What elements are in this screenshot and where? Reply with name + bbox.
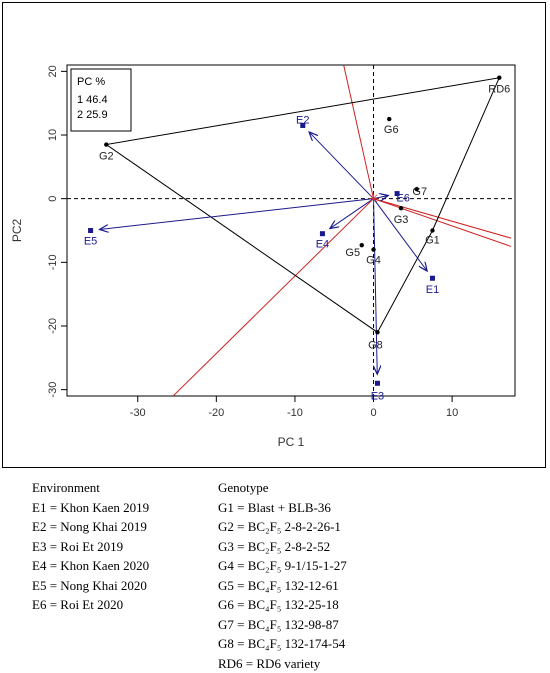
environment-point-e3 [375, 381, 380, 386]
environment-legend: Environment E1 = Khon Kaen 2019 E2 = Non… [32, 478, 149, 615]
y-axis-title: PC2 [10, 219, 24, 243]
x-tick-label-30: -30 [130, 407, 146, 419]
environment-label-e3: E3 [371, 390, 384, 402]
genotype-legend-item-g2: G2 = BC₂F₅ 2-8-2-26-1 [218, 517, 347, 537]
genotype-label-g5: G5 [345, 247, 360, 259]
sector-line-4 [173, 199, 373, 396]
pc-variance-row-1: 1 46.4 [77, 94, 108, 106]
environment-legend-item-e3: E3 = Roi Et 2019 [32, 537, 149, 557]
genotype-legend-item-rd6: RD6 = RD6 variety [218, 654, 347, 673]
genotype-legend-item-g5: G5 = BC₄F₅ 132-12-61 [218, 576, 347, 596]
environment-label-e2: E2 [296, 114, 309, 126]
y-tick-label-10: 10 [47, 129, 59, 141]
environment-point-e4 [320, 231, 325, 236]
environment-legend-item-e6: E6 = Roi Et 2020 [32, 595, 149, 615]
genotype-legend-item-g4: G4 = BC₂F₅ 9-1/15-1-27 [218, 556, 347, 576]
genotype-legend-item-g7: G7 = BC₄F₅ 132-98-87 [218, 615, 347, 635]
environment-vector-e5 [100, 199, 374, 230]
biplot-svg: -30 -20 -10 0 10 -30 -20 -10 0 10 20 PC 1 PC2 G1 G2 G3 G… [3, 3, 545, 467]
environment-point-e5 [88, 228, 93, 233]
genotype-legend-item-g8: G8 = BC₄F₅ 132-174-54 [218, 634, 347, 654]
environment-legend-item-e1: E1 = Khon Kaen 2019 [32, 498, 149, 518]
biplot-figure: -30 -20 -10 0 10 -30 -20 -10 0 10 20 PC 1 PC2 G1 G2 G3 G… [2, 2, 546, 468]
genotype-point-g3 [399, 206, 403, 210]
y-tick-label-30: -30 [47, 382, 59, 398]
genotype-legend-title: Genotype [218, 478, 347, 498]
genotype-label-g4: G4 [366, 255, 381, 267]
environment-vector-e2 [309, 132, 373, 199]
genotype-label-g1: G1 [425, 235, 440, 247]
environment-legend-item-e2: E2 = Nong Khai 2019 [32, 517, 149, 537]
genotype-point-g1 [430, 228, 434, 232]
x-tick-label-0: 0 [370, 407, 376, 419]
genotype-label-g6: G6 [384, 124, 399, 136]
environment-legend-item-e5: E5 = Nong Khai 2020 [32, 576, 149, 596]
x-axis-title: PC 1 [278, 435, 305, 449]
genotype-point-g2 [104, 142, 108, 146]
x-tick-label-10: 10 [446, 407, 458, 419]
pc-variance-row-2: 2 25.9 [77, 109, 108, 121]
y-tick-label-20: 20 [47, 65, 59, 77]
genotype-label-g3: G3 [394, 214, 409, 226]
genotype-point-g6 [387, 117, 391, 121]
genotype-label-rd6: RD6 [488, 84, 510, 96]
genotype-legend-item-g3: G3 = BC₂F₅ 2-8-2-52 [218, 537, 347, 557]
genotype-point-g4 [371, 247, 375, 251]
genotype-point-g5 [360, 243, 364, 247]
genotype-label-g7: G7 [412, 186, 427, 198]
genotype-legend-item-g6: G6 = BC₄F₅ 132-25-18 [218, 595, 347, 615]
y-tick-label-20: -20 [47, 318, 59, 334]
y-tick-label-0: 0 [47, 196, 59, 202]
environment-label-e1: E1 [426, 284, 439, 296]
genotype-point-g8 [375, 330, 379, 334]
environment-label-e5: E5 [84, 236, 97, 248]
genotype-legend-item-g1: G1 = Blast + BLB-36 [218, 498, 347, 518]
y-tick-label-10: -10 [47, 254, 59, 270]
origin-marker: ✳ [368, 192, 380, 208]
x-tick-label-20: -20 [208, 407, 224, 419]
genotype-legend: Genotype G1 = Blast + BLB-36 G2 = BC₂F₅ … [218, 478, 347, 673]
environment-legend-title: Environment [32, 478, 149, 498]
genotype-label-g8: G8 [368, 339, 383, 351]
x-tick-label-10: -10 [287, 407, 303, 419]
genotype-point-rd6 [497, 76, 501, 80]
pc-variance-header: PC % [77, 76, 105, 88]
environment-label-e4: E4 [316, 239, 329, 251]
environment-label-e6: E6 [396, 193, 409, 205]
sector-line-3 [344, 65, 374, 199]
plot-area-frame [67, 65, 515, 396]
environment-legend-item-e4: E4 = Khon Kaen 2020 [32, 556, 149, 576]
genotype-label-g2: G2 [99, 151, 114, 163]
environment-point-e1 [430, 276, 435, 281]
